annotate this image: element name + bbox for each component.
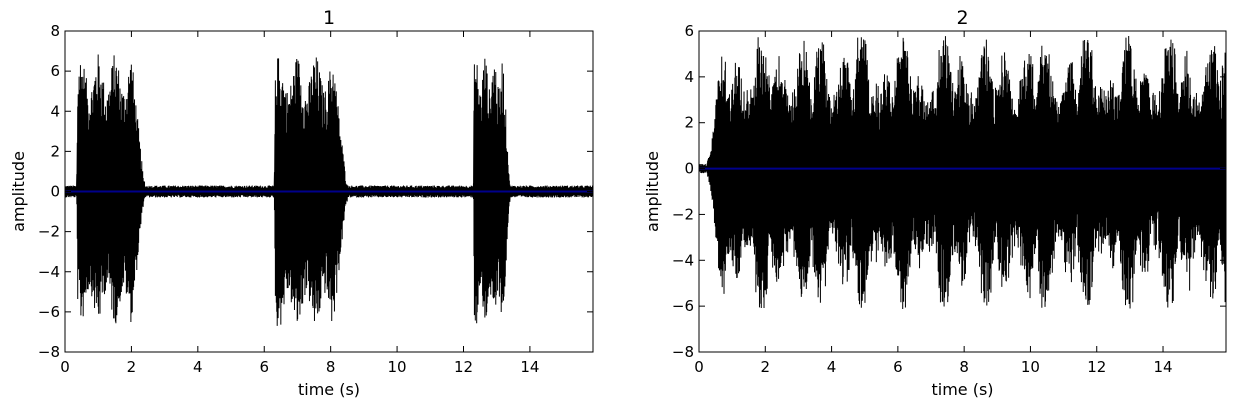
y-tick-label: −6: [38, 303, 60, 321]
y-tick-label: 2: [50, 142, 60, 160]
y-tick-label: 4: [684, 68, 694, 86]
x-tick-label: 8: [959, 358, 969, 376]
plot-frame: [698, 30, 1227, 353]
chart-title: 1: [323, 7, 335, 29]
plot-area: [65, 54, 593, 326]
chart-title: 2: [956, 7, 968, 29]
x-tick-label: 6: [259, 358, 269, 376]
x-axis-label: time (s): [931, 380, 993, 399]
y-tick-label: 8: [50, 22, 60, 40]
x-tick-label: 6: [893, 358, 903, 376]
y-axis-label: amplitude: [9, 151, 28, 232]
x-tick-label: 10: [1021, 358, 1040, 376]
y-tick-label: 4: [50, 102, 60, 120]
y-tick-label: 6: [50, 62, 60, 80]
y-tick-label: 0: [50, 183, 60, 201]
y-tick-label: −2: [38, 223, 60, 241]
chart-panel-1: 0 2 4 6 8 10 12 14 −8 −6 −4 −2 0 2 4 6 8 1 time (s) amplitu…: [9, 7, 594, 399]
y-tick-label: 0: [684, 160, 694, 178]
x-tick-label: 0: [694, 358, 704, 376]
x-tick-label: 12: [454, 358, 473, 376]
x-tick-label: 4: [827, 358, 837, 376]
y-tick-label: 6: [684, 22, 694, 40]
y-tick-label: 2: [684, 114, 694, 132]
x-tick-label: 12: [1087, 358, 1106, 376]
x-tick-label: 2: [761, 358, 771, 376]
plot-area: [699, 36, 1226, 309]
x-tick-label: 4: [193, 358, 203, 376]
x-tick-label: 8: [326, 358, 336, 376]
chart-panel-2: 0 2 4 6 8 10 12 14 −8 −6 −4 −2 0 2 4 6 2 time (s) amplitud…: [643, 7, 1227, 399]
y-tick-label: −8: [672, 343, 694, 361]
x-tick-label: 14: [1153, 358, 1172, 376]
waveform-series: [65, 54, 593, 326]
y-tick-label: −2: [672, 205, 694, 223]
y-tick-label: −4: [38, 263, 60, 281]
y-tick-label: −4: [672, 251, 694, 269]
x-tick-label: 0: [60, 358, 70, 376]
x-axis-label: time (s): [298, 380, 360, 399]
x-tick-label: 10: [388, 358, 407, 376]
x-tick-label: 14: [520, 358, 539, 376]
y-tick-label: −6: [672, 297, 694, 315]
y-axis-label: amplitude: [643, 151, 662, 232]
y-tick-label: −8: [38, 343, 60, 361]
waveform-series: [699, 36, 1226, 309]
x-tick-label: 2: [127, 358, 137, 376]
